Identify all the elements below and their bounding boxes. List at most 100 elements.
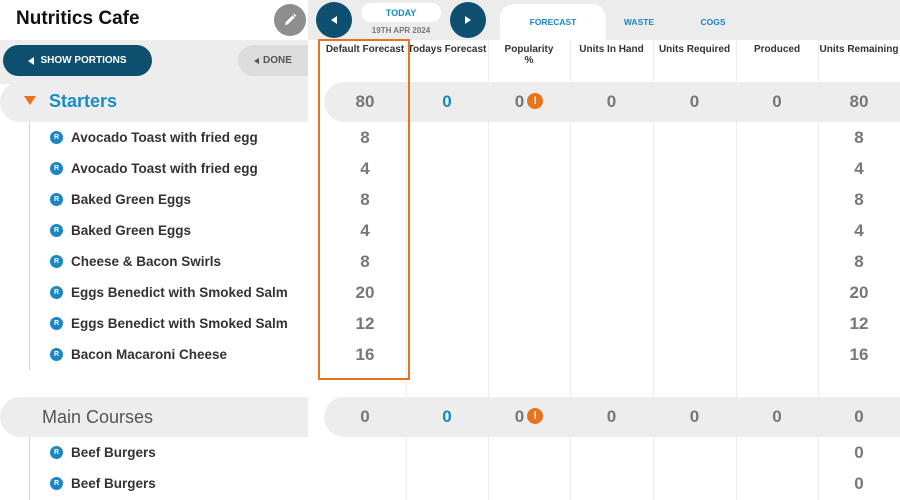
done-label: DONE <box>263 55 292 66</box>
collapse-caret-icon[interactable] <box>24 96 36 105</box>
group-row-main-courses[interactable]: Main Courses <box>0 397 308 437</box>
summary-units-in-hand: 0 <box>606 407 617 426</box>
tab-cogs[interactable]: COGS <box>700 17 726 27</box>
summary-units-remaining: 0 <box>854 407 864 426</box>
column-header-units-required[interactable]: Units Required <box>658 44 731 55</box>
summary-units-required: 0 <box>689 92 700 111</box>
recipe-badge-icon: R <box>50 131 63 144</box>
column-divider <box>406 40 407 500</box>
recipe-badge-icon: R <box>50 348 63 361</box>
caret-left-icon <box>28 56 35 65</box>
column-divider <box>570 40 571 500</box>
tree-connector <box>29 122 30 370</box>
column-header-popularity[interactable]: Popularity % <box>504 44 554 66</box>
column-highlight-box <box>318 39 410 380</box>
summary-units-required: 0 <box>689 407 700 426</box>
group-summary-row <box>324 82 900 122</box>
default-forecast-value: 8 <box>360 190 370 209</box>
summary-popularity: 0! <box>488 91 570 113</box>
list-item[interactable]: R Beef Burgers <box>50 468 308 499</box>
column-header-units-remaining[interactable]: Units Remaining <box>819 44 899 55</box>
item-name: Eggs Benedict with Smoked Salm <box>71 316 288 331</box>
item-name: Beef Burgers <box>71 476 156 491</box>
units-remaining-value: 4 <box>854 221 864 240</box>
list-item[interactable]: R Eggs Benedict with Smoked Salm <box>50 277 308 308</box>
list-item[interactable]: R Avocado Toast with fried egg <box>50 122 308 153</box>
app-title: Nutritics Cafe <box>16 8 140 29</box>
units-remaining-value: 8 <box>854 128 864 147</box>
summary-popularity: 0! <box>488 406 570 428</box>
done-button[interactable]: DONE <box>238 45 308 76</box>
arrow-left-icon <box>331 16 337 24</box>
column-divider <box>736 40 737 500</box>
group-name: Main Courses <box>42 407 154 427</box>
summary-units-in-hand: 0 <box>606 92 617 111</box>
show-portions-button[interactable]: SHOW PORTIONS <box>3 45 152 76</box>
edit-button[interactable] <box>274 4 306 36</box>
left-panel: Nutritics Cafe SHOW PORTIONS DONE Starte… <box>0 0 308 500</box>
column-header-todays-forecast[interactable]: Todays Forecast <box>407 44 487 55</box>
alert-icon[interactable]: ! <box>527 93 544 110</box>
popularity-value: 0 <box>514 407 525 426</box>
default-forecast-value: 16 <box>355 345 375 364</box>
next-day-button[interactable] <box>450 2 486 38</box>
units-remaining-value: 12 <box>849 314 869 333</box>
summary-produced: 0 <box>772 92 782 111</box>
today-button[interactable]: TODAY <box>361 3 441 22</box>
recipe-badge-icon: R <box>50 317 63 330</box>
list-item[interactable]: R Eggs Benedict with Smoked Salm <box>50 308 308 339</box>
summary-default-forecast: 0 <box>360 407 370 426</box>
show-portions-label: SHOW PORTIONS <box>40 55 127 66</box>
summary-todays-forecast[interactable]: 0 <box>442 92 452 111</box>
column-header-produced[interactable]: Produced <box>753 44 801 55</box>
column-divider <box>818 40 819 500</box>
pencil-icon <box>285 13 297 25</box>
forecast-panel: TODAY 19TH APR 2024 FORECAST WASTE COGS … <box>308 0 900 500</box>
item-name: Cheese & Bacon Swirls <box>71 254 222 269</box>
list-item[interactable]: R Baked Green Eggs <box>50 215 308 246</box>
recipe-badge-icon: R <box>50 224 63 237</box>
group-name: Starters <box>49 91 118 111</box>
column-divider <box>653 40 654 500</box>
tab-forecast[interactable]: FORECAST <box>500 4 606 40</box>
current-date: 19TH APR 2024 <box>371 26 431 35</box>
default-forecast-value: 4 <box>360 159 370 178</box>
units-remaining-value: 8 <box>854 252 864 271</box>
column-header-default-forecast[interactable]: Default Forecast <box>325 44 405 55</box>
list-item[interactable]: R Bacon Macaroni Cheese <box>50 339 308 370</box>
default-forecast-value: 20 <box>355 283 375 302</box>
arrow-right-icon <box>465 16 471 24</box>
item-name: Baked Green Eggs <box>71 223 192 238</box>
title-bar: Nutritics Cafe <box>0 0 308 40</box>
item-name: Beef Burgers <box>71 445 156 460</box>
summary-todays-forecast[interactable]: 0 <box>442 407 452 426</box>
list-item[interactable]: R Cheese & Bacon Swirls <box>50 246 308 277</box>
list-item[interactable]: R Avocado Toast with fried egg <box>50 153 308 184</box>
summary-default-forecast: 80 <box>355 92 375 111</box>
recipe-badge-icon: R <box>50 477 63 490</box>
recipe-badge-icon: R <box>50 446 63 459</box>
recipe-badge-icon: R <box>50 162 63 175</box>
item-name: Avocado Toast with fried egg <box>71 130 258 145</box>
summary-produced: 0 <box>772 407 782 426</box>
item-name: Bacon Macaroni Cheese <box>71 347 228 362</box>
units-remaining-value: 20 <box>849 283 869 302</box>
group-row-starters[interactable]: Starters <box>0 82 308 122</box>
recipe-badge-icon: R <box>50 193 63 206</box>
units-remaining-value: 0 <box>854 443 864 462</box>
tab-waste[interactable]: WASTE <box>623 17 655 27</box>
list-item[interactable]: R Baked Green Eggs <box>50 184 308 215</box>
default-forecast-value: 8 <box>360 252 370 271</box>
tree-connector <box>29 437 30 500</box>
column-divider <box>488 40 489 500</box>
units-remaining-value: 8 <box>854 190 864 209</box>
column-header-units-in-hand[interactable]: Units In Hand <box>579 44 644 55</box>
units-remaining-value: 4 <box>854 159 864 178</box>
item-name: Eggs Benedict with Smoked Salm <box>71 285 288 300</box>
units-remaining-value: 16 <box>849 345 869 364</box>
popularity-value: 0 <box>514 92 525 111</box>
previous-day-button[interactable] <box>316 2 352 38</box>
caret-left-icon <box>254 57 260 64</box>
alert-icon[interactable]: ! <box>527 408 544 425</box>
list-item[interactable]: R Beef Burgers <box>50 437 308 468</box>
